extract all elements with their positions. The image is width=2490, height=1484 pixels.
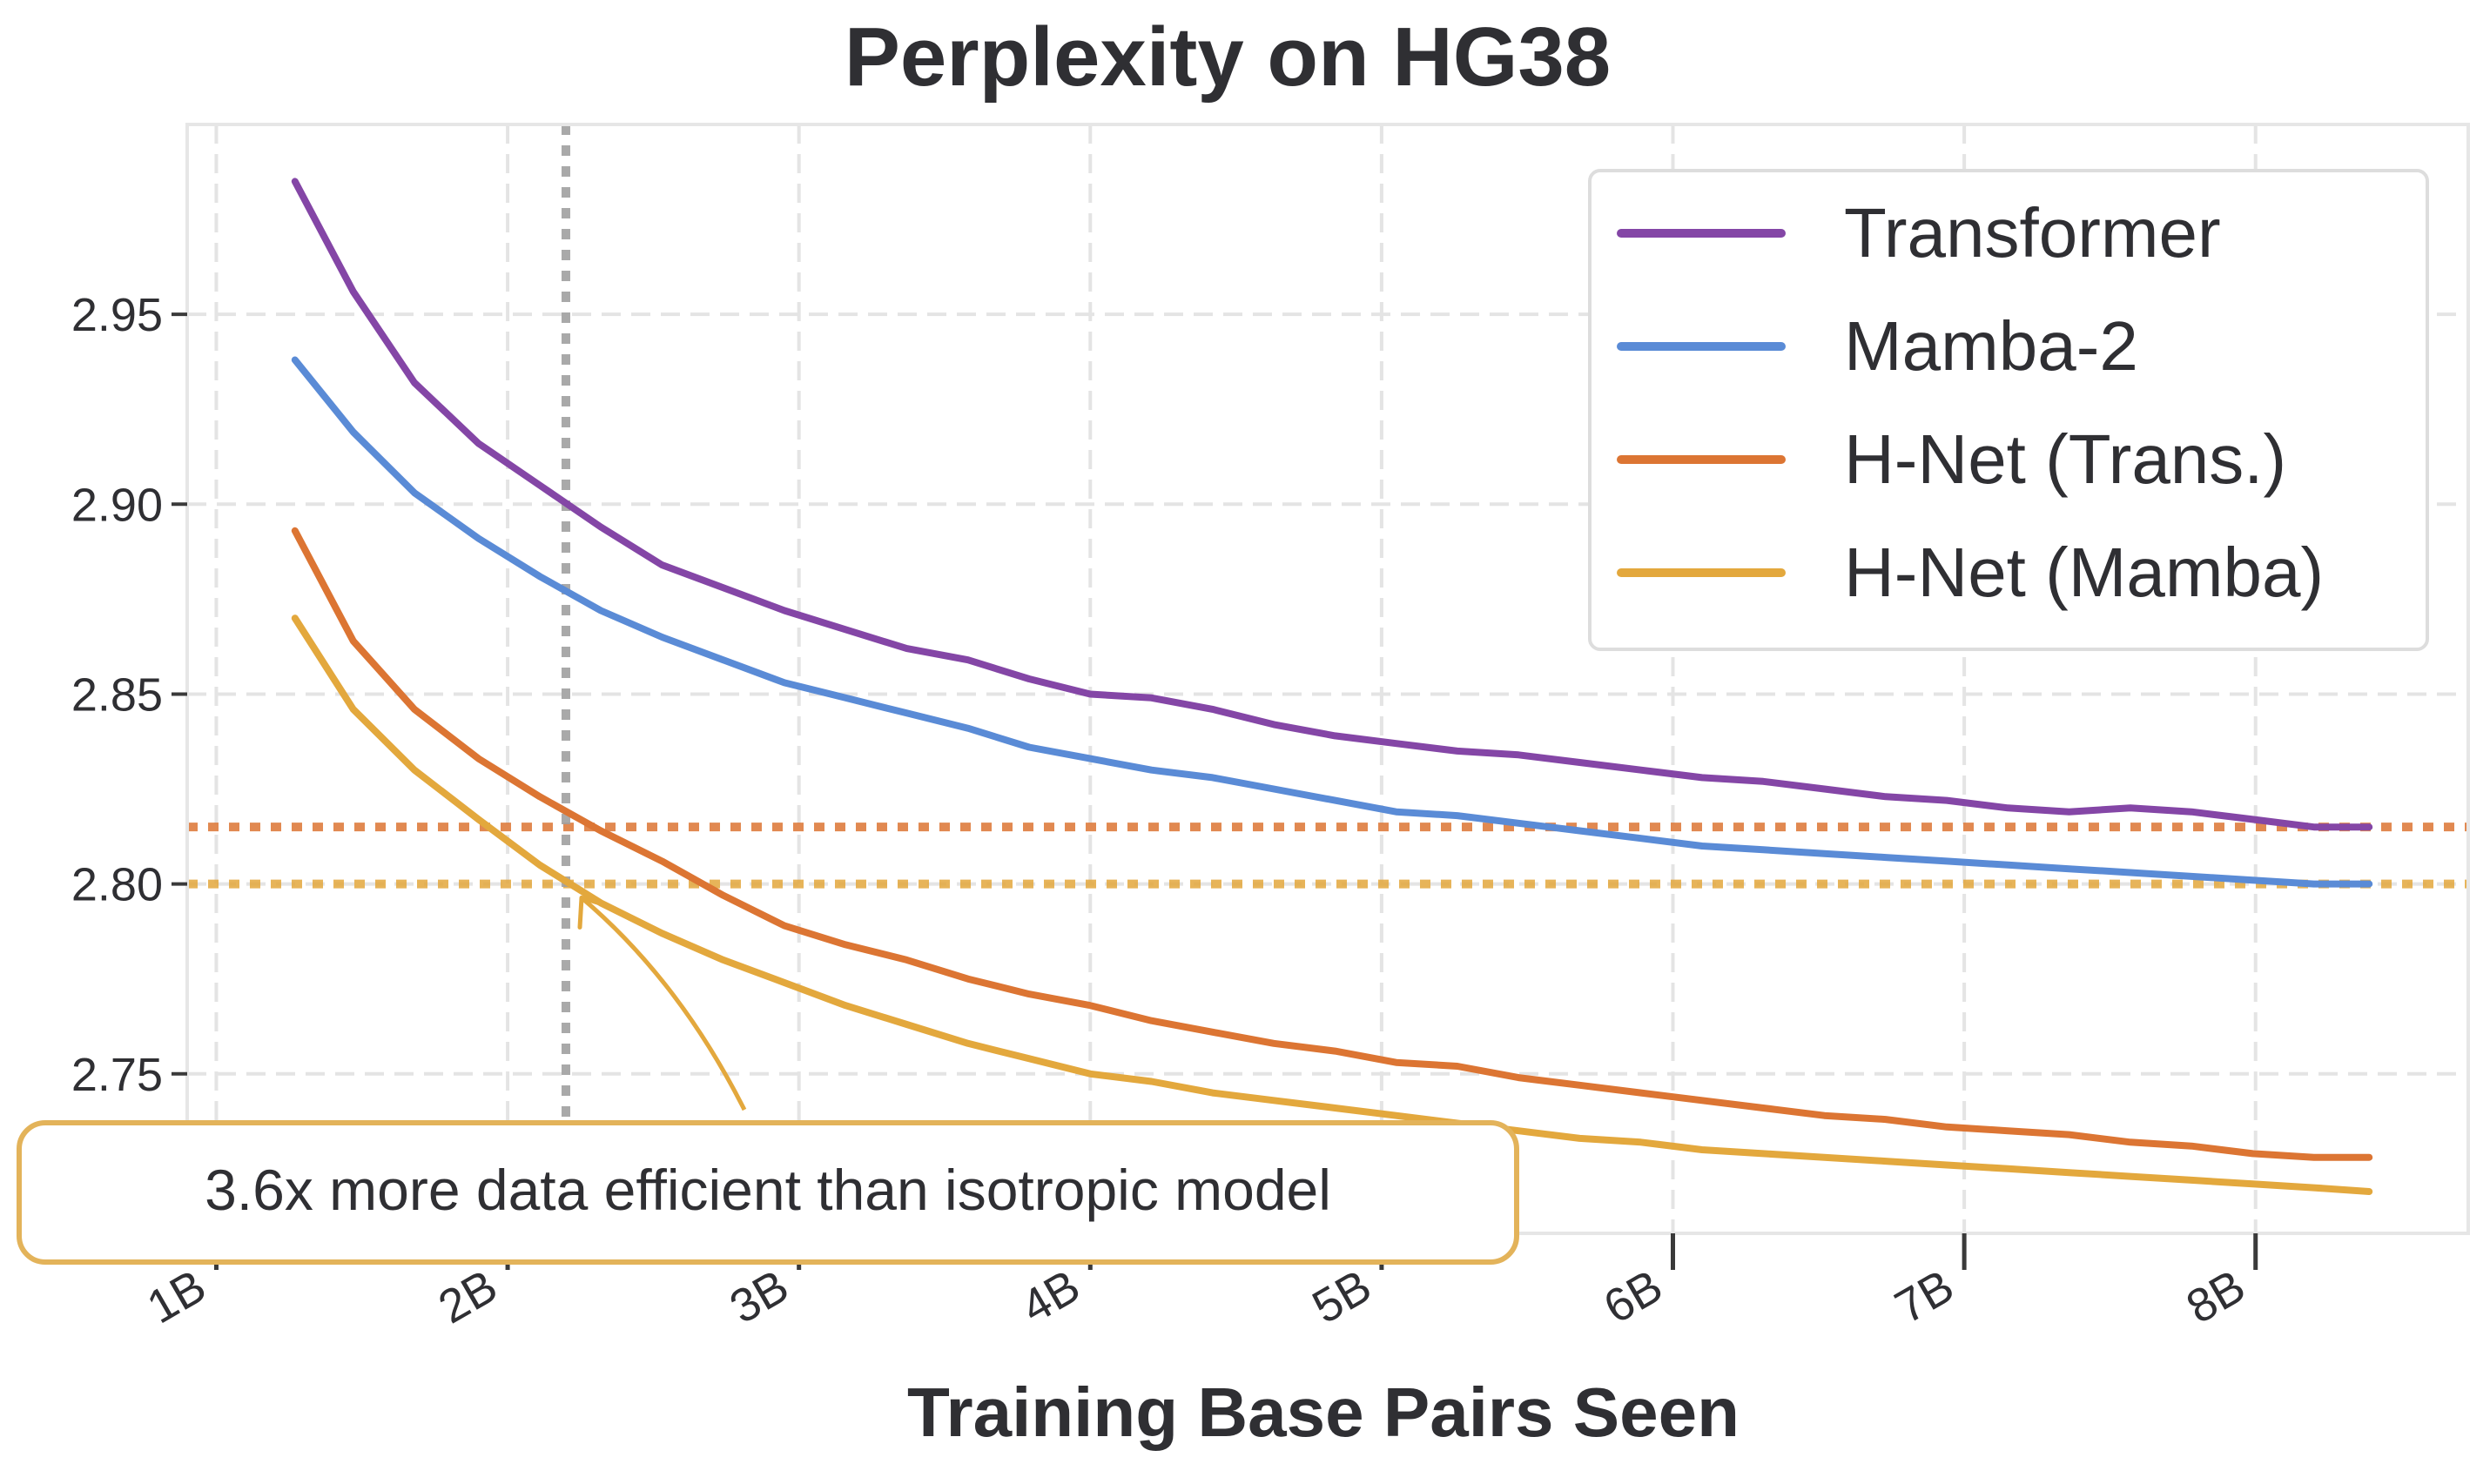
series-line-3 xyxy=(291,614,2373,1195)
chart-title: Perplexity on HG38 xyxy=(845,10,1611,104)
series-line-0 xyxy=(291,178,2373,831)
x-tick-label-4B: 4B xyxy=(1013,1259,1088,1333)
annotation-text-0: 3.6x more data efficient than isotropic … xyxy=(205,1158,1331,1222)
legend-label-1: Mamba-2 xyxy=(1844,307,2138,385)
x-tick-label-6B: 6B xyxy=(1595,1259,1671,1333)
annotation-layer: 3.6x more data efficient than isotropic … xyxy=(17,895,1519,1265)
legend: Transformer Mamba-2 H-Net (Trans.) H-Net (M… xyxy=(1588,169,2429,651)
y-tick-label-2.95: 2.95 xyxy=(71,289,163,341)
y-tick-label-2.75: 2.75 xyxy=(71,1049,163,1101)
annotation-arrowhead-0 xyxy=(577,895,612,930)
annotation-arrow-0 xyxy=(580,896,747,1111)
series-layer xyxy=(291,178,2373,1195)
y-tick-label-2.80: 2.80 xyxy=(71,859,163,911)
series-line-1 xyxy=(291,356,2373,888)
legend-label-2: H-Net (Trans.) xyxy=(1844,420,2286,498)
legend-box xyxy=(1588,169,2429,651)
y-tick-label-2.90: 2.90 xyxy=(71,479,163,531)
x-tick-label-7B: 7B xyxy=(1887,1259,1962,1333)
x-tick-label-8B: 8B xyxy=(2178,1259,2254,1333)
legend-label-0: Transformer xyxy=(1844,194,2221,272)
x-tick-label-3B: 3B xyxy=(721,1259,797,1333)
annotation-box-0 xyxy=(17,1120,1519,1265)
series-line-2 xyxy=(291,527,2373,1161)
x-axis-label: Training Base Pairs Seen xyxy=(907,1373,1740,1451)
legend-label-3: H-Net (Mamba) xyxy=(1844,534,2324,611)
x-tick-label-2B: 2B xyxy=(430,1259,506,1333)
y-tick-label-2.85: 2.85 xyxy=(71,668,163,721)
x-tick-label-1B: 1B xyxy=(138,1259,214,1333)
x-tick-label-5B: 5B xyxy=(1304,1259,1380,1333)
